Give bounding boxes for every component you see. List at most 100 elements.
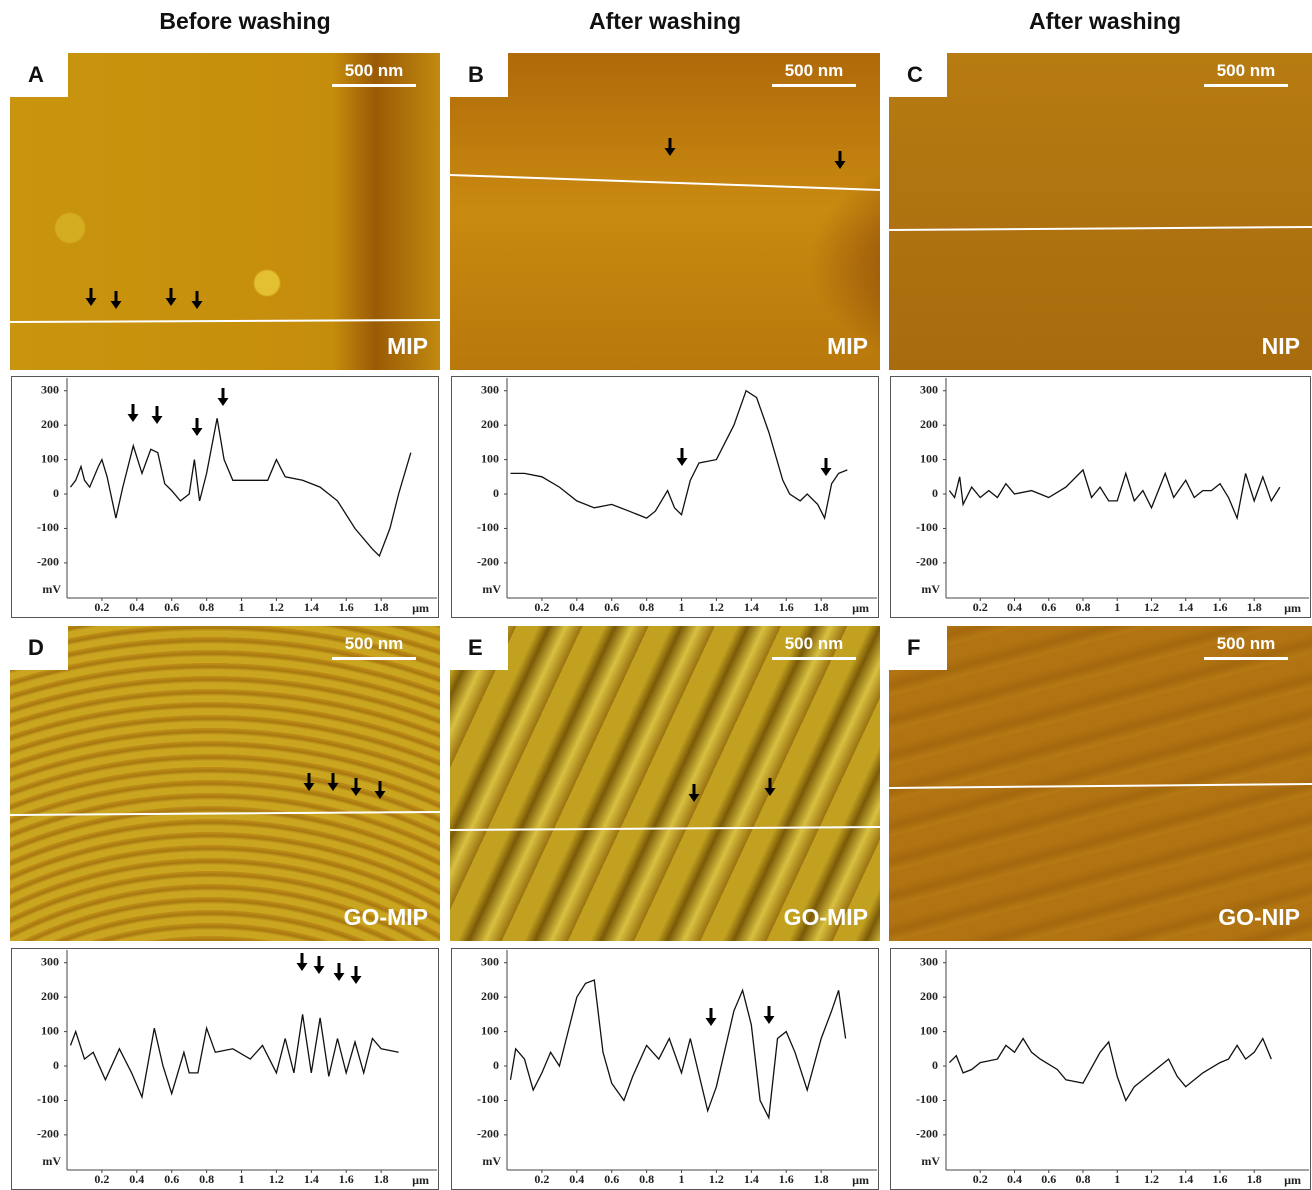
scan-line (888, 783, 1312, 789)
y-tick-label: -100 (916, 520, 938, 534)
scan-line (888, 226, 1312, 231)
scale-line (1204, 84, 1288, 87)
x-tick-label: 0.2 (94, 1172, 109, 1186)
y-tick-label: -100 (37, 520, 59, 534)
arrow (303, 773, 315, 791)
x-tick-label: 0.8 (1075, 600, 1090, 614)
x-tick-label: 1 (1114, 1172, 1120, 1186)
arrow (688, 784, 700, 802)
y-tick-label: -100 (37, 1092, 59, 1106)
arrow (313, 956, 325, 974)
y-tick-label: 0 (932, 1058, 938, 1072)
y-tick-label: 200 (481, 417, 499, 431)
x-unit: µm (852, 601, 869, 615)
scale-label: 500 nm (1216, 61, 1276, 80)
y-unit: mV (921, 582, 940, 596)
arrow (763, 1006, 775, 1024)
scale-line (1204, 657, 1288, 660)
scale-bar: 500 nm (1204, 61, 1288, 87)
arrow (296, 953, 308, 971)
x-tick-label: 0.6 (1041, 600, 1056, 614)
x-tick-label: 0.4 (1007, 1172, 1022, 1186)
y-tick-label: 100 (920, 1023, 938, 1037)
x-tick-label: 1.8 (374, 600, 389, 614)
arrow (327, 773, 339, 791)
x-tick-label: 0.8 (199, 600, 214, 614)
y-tick-label: 200 (920, 989, 938, 1003)
x-tick-label: 0.2 (94, 600, 109, 614)
y-tick-label: 0 (932, 486, 938, 500)
afm-image: D 500 nm GO-MIP (10, 626, 440, 941)
y-tick-label: 300 (920, 382, 938, 396)
arrow (110, 291, 122, 309)
y-tick-label: 0 (53, 1058, 59, 1072)
x-unit: µm (1284, 1173, 1301, 1187)
y-tick-label: 200 (41, 989, 59, 1003)
scan-line (9, 319, 441, 323)
profile-frame (890, 948, 1311, 1190)
sample-label: MIP (827, 333, 868, 359)
x-tick-label: 1.6 (779, 1172, 794, 1186)
scale-line (772, 84, 856, 87)
scale-bar: 500 nm (772, 61, 856, 87)
y-tick-label: 100 (481, 451, 499, 465)
scale-label: 500 nm (784, 634, 844, 653)
x-tick-label: 0.6 (604, 600, 619, 614)
profile-line (948, 468, 1281, 521)
profile-frame (451, 376, 879, 618)
y-tick-label: 0 (493, 1058, 499, 1072)
x-tick-label: 1.4 (1178, 600, 1193, 614)
x-tick-label: 1.2 (269, 1172, 284, 1186)
y-tick-label: 300 (41, 382, 59, 396)
arrow (191, 291, 203, 309)
scale-line (772, 657, 856, 660)
scale-line (332, 84, 416, 87)
x-tick-label: 1.6 (339, 600, 354, 614)
profile-line (69, 418, 412, 558)
x-tick-label: 0.2 (973, 1172, 988, 1186)
scale-label: 500 nm (344, 634, 404, 653)
arrow (165, 288, 177, 306)
scale-bar: 500 nm (772, 634, 856, 660)
y-tick-label: 0 (53, 486, 59, 500)
x-tick-label: 1.6 (779, 600, 794, 614)
y-tick-label: 300 (920, 954, 938, 968)
sample-label: GO-MIP (343, 904, 428, 930)
arrow (664, 138, 676, 156)
arrow (350, 966, 362, 984)
x-tick-label: 1.8 (1247, 1172, 1262, 1186)
y-unit: mV (42, 1154, 61, 1168)
y-tick-label: -100 (477, 520, 499, 534)
arrow (676, 448, 688, 466)
column-header: After washing (588, 8, 742, 34)
scale-label: 500 nm (344, 61, 404, 80)
x-tick-label: 1 (1114, 600, 1120, 614)
x-tick-label: 0.4 (569, 1172, 584, 1186)
x-tick-label: 0.6 (1041, 1172, 1056, 1186)
panel-letter: E (450, 626, 508, 670)
arrow (333, 963, 345, 981)
x-tick-label: 0.6 (604, 1172, 619, 1186)
x-tick-label: 1 (679, 1172, 685, 1186)
x-tick-label: 1.4 (304, 1172, 319, 1186)
x-tick-label: 0.4 (1007, 600, 1022, 614)
x-tick-label: 1.6 (1212, 1172, 1227, 1186)
y-tick-label: -200 (916, 555, 938, 569)
x-tick-label: 1.4 (744, 600, 759, 614)
panel-letter: D (10, 626, 68, 670)
arrow (820, 458, 832, 476)
x-tick-label: 1 (239, 1172, 245, 1186)
x-tick-label: 1.8 (374, 1172, 389, 1186)
scale-label: 500 nm (784, 61, 844, 80)
arrow (834, 151, 846, 169)
x-tick-label: 0.8 (639, 600, 654, 614)
x-tick-label: 1.2 (709, 1172, 724, 1186)
profile-line (69, 1014, 399, 1100)
x-tick-label: 0.8 (199, 1172, 214, 1186)
arrow (705, 1008, 717, 1026)
y-tick-label: 200 (41, 417, 59, 431)
y-tick-label: 0 (493, 486, 499, 500)
y-tick-label: 100 (481, 1023, 499, 1037)
y-unit: mV (482, 1154, 501, 1168)
y-tick-label: -100 (916, 1092, 938, 1106)
